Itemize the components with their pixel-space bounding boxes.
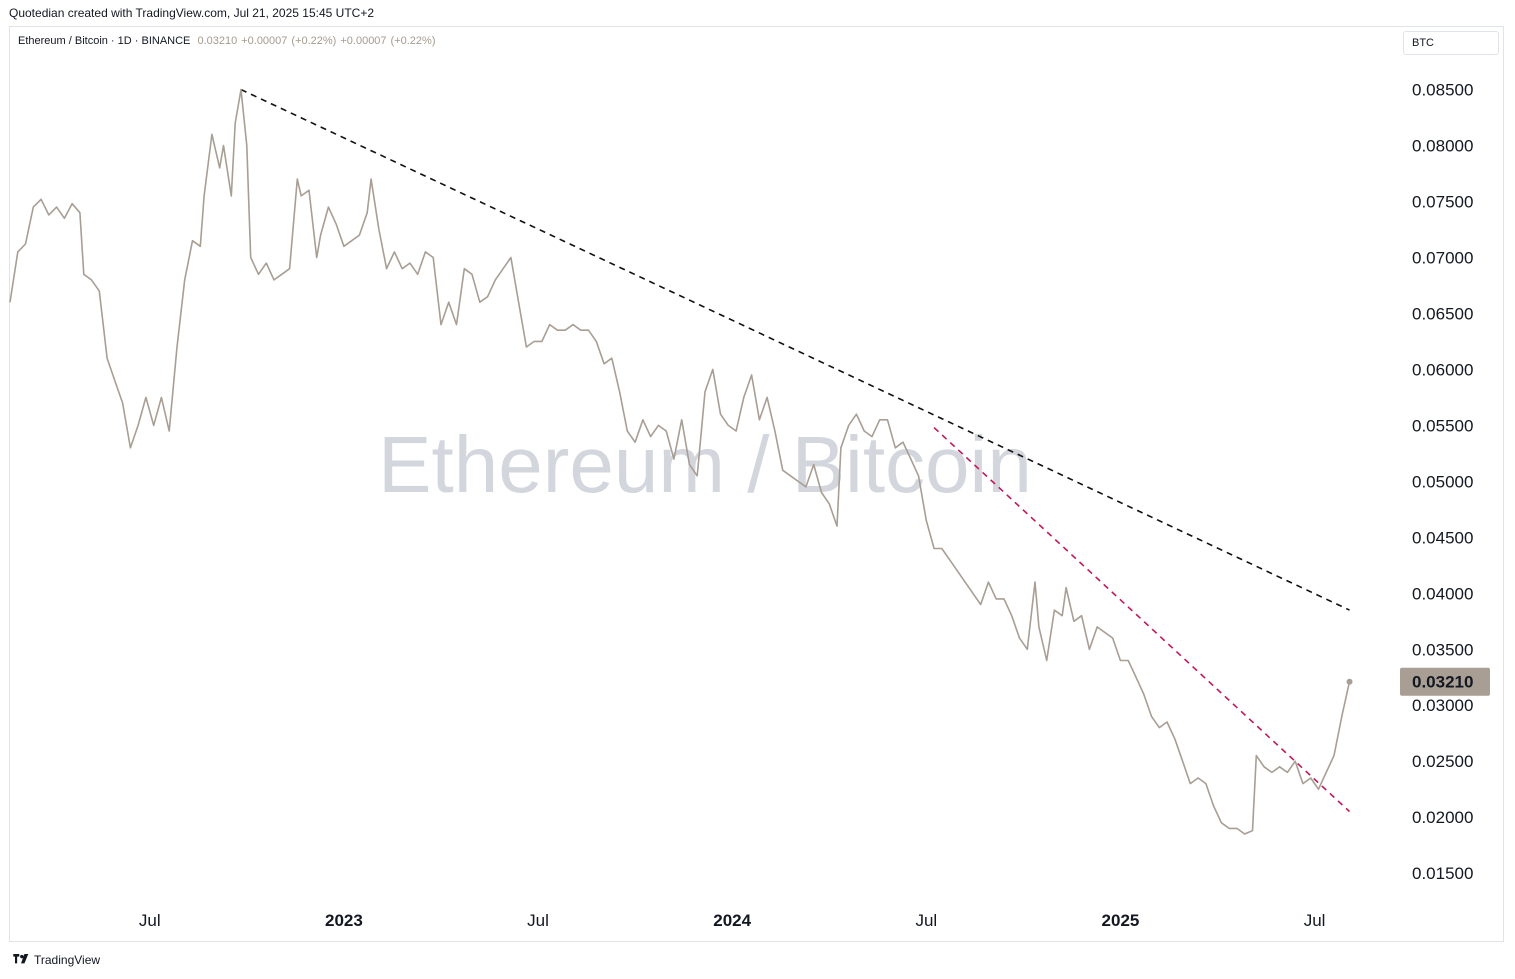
legend-last: 0.03210 [197,35,238,47]
last-price-tag: 0.03210 [1400,667,1490,696]
y-tick-label: 0.04500 [1412,528,1473,547]
y-tick-label: 0.05500 [1412,416,1473,435]
y-tick-label: 0.06500 [1412,304,1473,323]
x-tick-label: Jul [527,911,549,930]
legend-change: +0.00007 [241,35,288,47]
y-tick-label: 0.03500 [1412,640,1473,659]
symbol-watermark: Ethereum / Bitcoin [378,420,1032,509]
x-axis-ticks: Jul 2023 Jul 2024 Jul 2025 Jul [139,911,1326,930]
y-axis-ticks: 0.01500 0.02000 0.02500 0.03000 0.03500 0.040… [1412,81,1473,884]
last-price-tag-label: 0.03210 [1412,673,1473,692]
legend-values: 0.03210 +0.00007 (+0.22%) +0.00007 (+0.22%) [197,35,439,47]
legend-change-2: +0.00007 [340,35,387,47]
tradingview-logo-icon [13,954,29,964]
last-price-tag-bg [1400,667,1490,696]
x-tick-label: Jul [139,911,161,930]
tradingview-brand: TradingView [34,953,101,967]
long-term-trendline [240,88,1350,611]
y-tick-label: 0.04000 [1412,584,1473,603]
y-tick-label: 0.03000 [1412,696,1473,715]
y-tick-label: 0.07500 [1412,193,1473,212]
y-tick-label: 0.06000 [1412,360,1473,379]
symbol-legend[interactable]: Ethereum / Bitcoin · 1D · BINANCE 0.0321… [18,35,440,47]
y-tick-label: 0.08500 [1412,81,1473,100]
x-tick-label: Jul [915,911,937,930]
y-tick-label: 0.02000 [1412,808,1473,827]
y-tick-label: 0.08000 [1412,137,1473,156]
y-tick-label: 0.02500 [1412,752,1473,771]
y-tick-label: 0.05000 [1412,472,1473,491]
chart-credit-header: Quotedian created with TradingView.com, … [9,6,374,20]
chart-frame [9,26,1504,942]
last-price-dot [1346,678,1353,685]
x-tick-label: 2024 [713,911,751,930]
legend-symbol: Ethereum / Bitcoin · 1D · BINANCE [18,35,191,47]
x-tick-label: 2023 [325,911,363,930]
legend-change-pct-2: (+0.22%) [390,35,436,47]
currency-selector[interactable]: BTC [1403,31,1499,55]
legend-change-pct: (+0.22%) [291,35,337,47]
x-tick-label: 2025 [1102,911,1140,930]
tradingview-footer[interactable]: TradingView [12,953,100,967]
y-tick-label: 0.01500 [1412,864,1473,883]
y-tick-label: 0.07000 [1412,248,1473,267]
price-line [9,88,1351,835]
x-tick-label: Jul [1304,911,1326,930]
